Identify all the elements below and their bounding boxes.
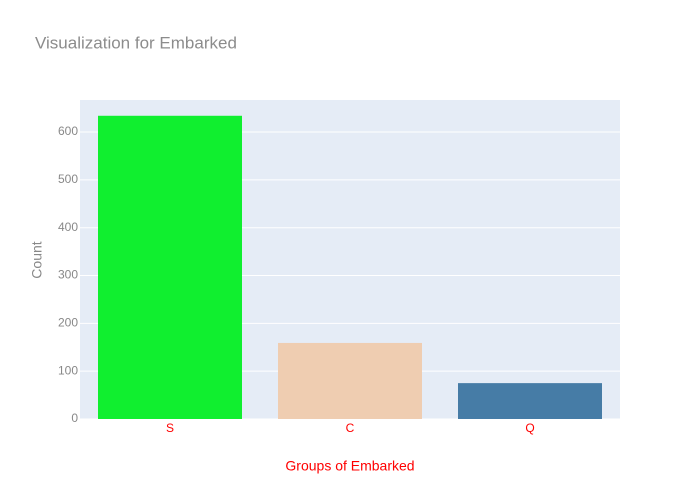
bar bbox=[458, 383, 602, 419]
x-axis-title: Groups of Embarked bbox=[285, 458, 414, 474]
x-tick-label: C bbox=[346, 421, 355, 435]
bar bbox=[278, 342, 422, 419]
y-tick-label: 600 bbox=[58, 124, 78, 138]
bar bbox=[98, 115, 242, 420]
y-tick-label: 200 bbox=[58, 316, 78, 330]
y-tick-label: 0 bbox=[71, 411, 78, 425]
x-tick-label: S bbox=[166, 421, 174, 435]
x-tick-label: Q bbox=[525, 421, 534, 435]
y-tick-label: 300 bbox=[58, 268, 78, 282]
chart-title: Visualization for Embarked bbox=[35, 33, 237, 52]
y-tick-label: 500 bbox=[58, 172, 78, 186]
y-tick-label: 400 bbox=[58, 220, 78, 234]
y-tick-label: 100 bbox=[58, 363, 78, 377]
y-axis-title: Count bbox=[29, 241, 45, 278]
